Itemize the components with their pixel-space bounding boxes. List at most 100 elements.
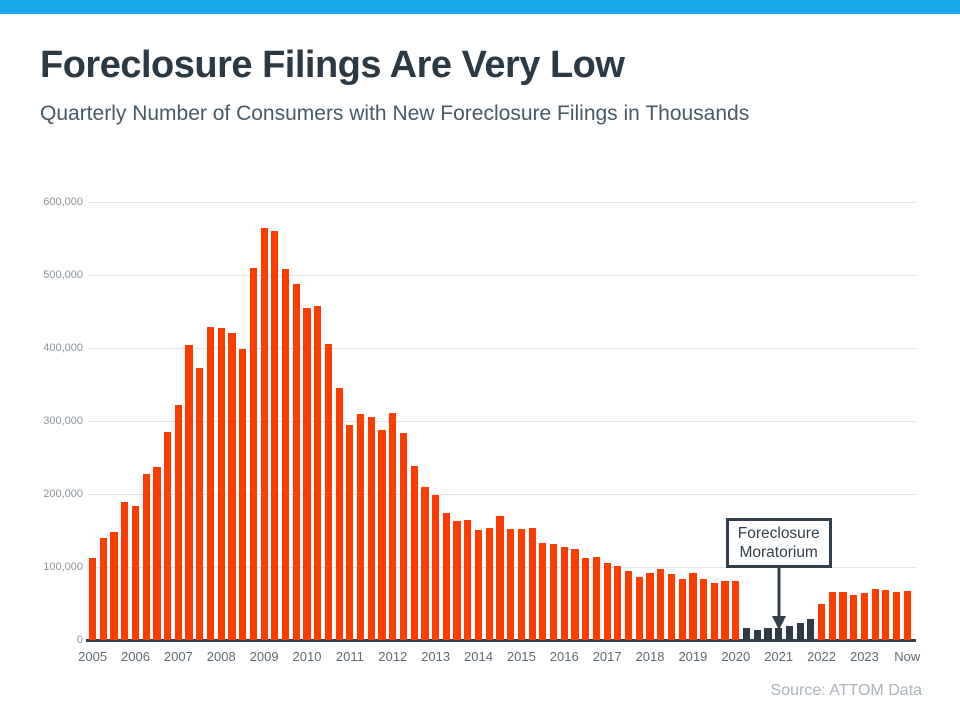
bar-2022-q1 [817,603,826,640]
annotation-arrow-down-icon [770,568,788,632]
y-axis-label-200000: 200,000 [43,487,83,500]
x-axis-label-2019: 2019 [678,649,708,664]
header-accent-bar [0,0,960,14]
bar-2020-q3 [753,629,761,640]
bar-2007-q2 [185,345,193,640]
bar-2011-q4 [378,430,386,640]
bar-2007-q1 [174,404,182,640]
bar-2023-q1 [860,593,869,640]
page-title: Foreclosure Filings Are Very Low [40,44,625,86]
bar-2008-q2 [228,333,236,640]
bar-2014-q2 [485,527,493,640]
bar-2016-q1 [560,546,568,640]
bar-2020-q4 [764,627,772,640]
bar-2006-q2 [142,473,150,640]
bar-2023-q2 [871,588,879,640]
page-subtitle: Quarterly Number of Consumers with New F… [40,102,750,125]
x-axis-label-2022: 2022 [807,649,836,664]
x-axis-label-2015: 2015 [506,649,536,664]
bar-2013-q1 [432,494,440,640]
bar-2021-q4 [807,618,815,640]
x-axis-label-now: Now [894,649,921,664]
bar-2011-q1 [346,425,354,640]
x-axis-label-2007: 2007 [163,649,193,664]
bar-2009-q4 [292,284,300,640]
bar-2022-q3 [839,591,847,640]
source-attribution: Source: ATTOM Data [770,682,922,699]
bar-2006-q1 [131,505,140,640]
x-axis-label-2009: 2009 [249,649,279,664]
bar-2006-q4 [164,431,172,640]
bar-2019-q2 [700,578,708,640]
bar-2009-q2 [271,231,279,640]
x-axis-label-2023: 2023 [849,649,879,664]
bar-2022-q4 [850,594,858,640]
y-axis-label-400000: 400,000 [43,341,83,354]
bar-2015-q4 [549,543,558,640]
bar-2012-q2 [399,432,408,640]
bar-2008-q3 [239,349,247,640]
bar-2005-q1 [89,558,97,640]
annotation-line-1: Foreclosure [737,525,820,542]
bar-2007-q4 [206,326,215,640]
gridline-500000 [88,274,916,276]
y-axis-label-600000: 600,000 [43,195,83,208]
bar-2022-q2 [828,591,836,640]
bar-2015-q2 [528,528,536,640]
x-axis-label-2016: 2016 [549,649,579,664]
x-axis-label-2020: 2020 [721,649,751,664]
bar-2010-q4 [335,388,343,640]
x-axis-label-2012: 2012 [378,649,408,664]
bar-2015-q1 [517,529,525,640]
bar-2014-q4 [507,529,515,640]
bar-2011-q2 [357,413,365,640]
bar-2013-q2 [442,512,450,640]
x-axis-label-2008: 2008 [206,649,236,664]
x-axis-label-2006: 2006 [121,649,150,664]
bar-2012-q1 [389,412,397,640]
bar-2021-q2 [785,626,793,640]
gridline-300000 [88,420,916,422]
x-axis-label-2011: 2011 [335,649,364,664]
bar-2009-q3 [281,269,290,640]
x-axis-label-2010: 2010 [292,649,322,664]
bar-2014-q3 [496,515,504,640]
bar-2008-q4 [249,267,257,640]
bar-2017-q2 [614,565,622,640]
bar-2023-q3 [882,589,890,640]
bar-2010-q3 [324,344,333,640]
bar-2018-q4 [678,578,686,640]
gridline-200000 [88,493,916,495]
bar-2005-q3 [110,531,118,640]
bar-2006-q3 [153,466,161,640]
x-axis-label-2013: 2013 [421,649,451,664]
y-axis-label-0: 0 [76,633,83,646]
bar-2017-q4 [635,577,643,640]
x-axis-label-2018: 2018 [635,649,665,664]
bar-2012-q3 [410,465,418,640]
bar-2012-q4 [421,487,429,640]
bar-2005-q4 [121,502,129,640]
x-axis-label-2021: 2021 [764,649,794,664]
bar-2023-q4 [893,591,901,640]
bar-2021-q3 [796,623,804,640]
x-axis-label-2017: 2017 [592,649,622,664]
annotation-foreclosure-moratorium: Foreclosure Moratorium [725,518,832,568]
bar-2020-q2 [742,627,751,640]
bar-2017-q3 [625,571,633,640]
bar-2020-q1 [732,580,740,640]
bar-2018-q2 [657,569,665,640]
annotation-line-2: Moratorium [739,544,818,561]
bar-2008-q1 [217,327,225,640]
bar-2019-q4 [721,580,729,640]
bar-2018-q3 [667,573,676,640]
x-axis-label-2014: 2014 [464,649,493,664]
bar-2016-q3 [582,558,590,640]
bar-2015-q3 [539,542,547,640]
y-axis-label-100000: 100,000 [43,560,83,573]
bar-2017-q1 [603,563,611,640]
gridline-400000 [88,347,916,349]
x-axis-line [86,639,916,642]
